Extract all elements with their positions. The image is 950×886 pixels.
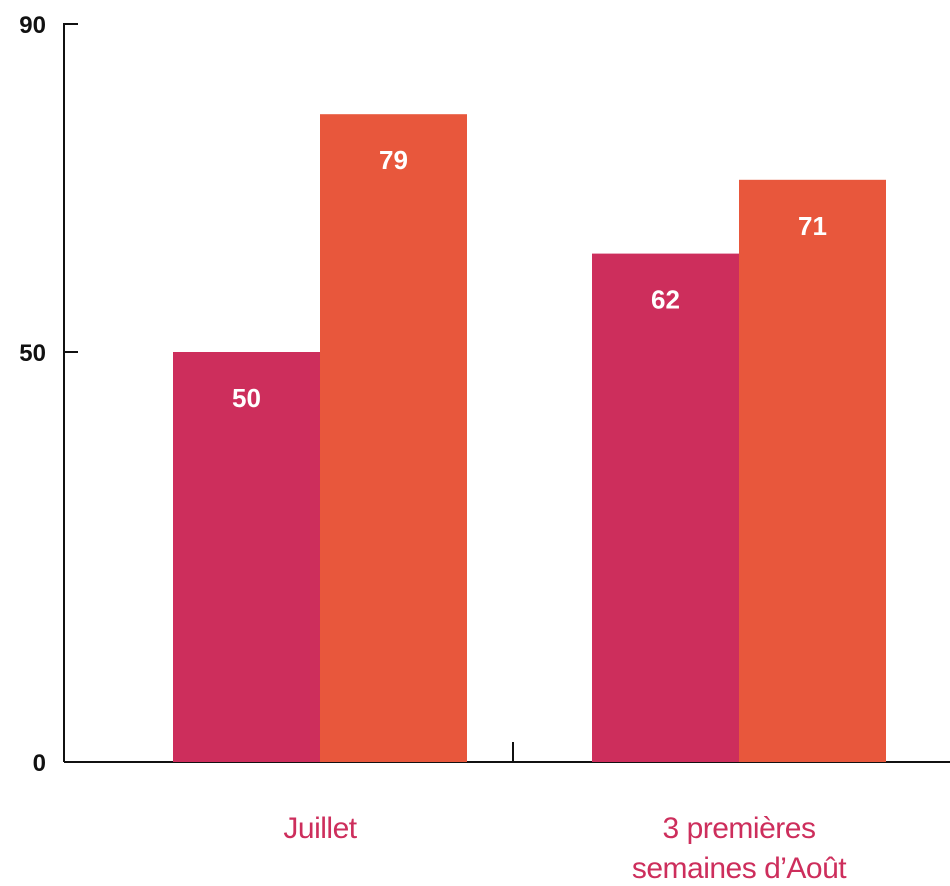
data-label-1-1: 71 xyxy=(798,211,827,241)
category-label-1: 3 premières semaines d’Août xyxy=(632,812,847,885)
data-label-0-1: 79 xyxy=(379,145,408,175)
y-tick-label-2: 90 xyxy=(19,12,46,39)
category-labels: Juillet 3 premières semaines d’Août xyxy=(283,812,847,885)
y-tick-label-1: 50 xyxy=(19,340,46,367)
bar-0-1 xyxy=(320,114,467,762)
y-tick-label-0: 0 xyxy=(33,750,46,777)
bar-0-0 xyxy=(173,352,320,762)
bar-1-1 xyxy=(739,179,886,763)
category-label-line: 3 premières xyxy=(663,812,816,845)
bars xyxy=(173,114,886,763)
data-label-1-0: 62 xyxy=(651,285,680,315)
category-label-line: Juillet xyxy=(283,812,357,845)
category-label-line: semaines d’Août xyxy=(632,852,847,885)
y-axis: 0 50 90 xyxy=(19,12,78,777)
category-label-0: Juillet xyxy=(283,812,357,845)
bar-1-0 xyxy=(592,253,739,762)
data-labels: 50 79 62 71 xyxy=(232,145,827,413)
data-label-0-0: 50 xyxy=(232,383,261,413)
